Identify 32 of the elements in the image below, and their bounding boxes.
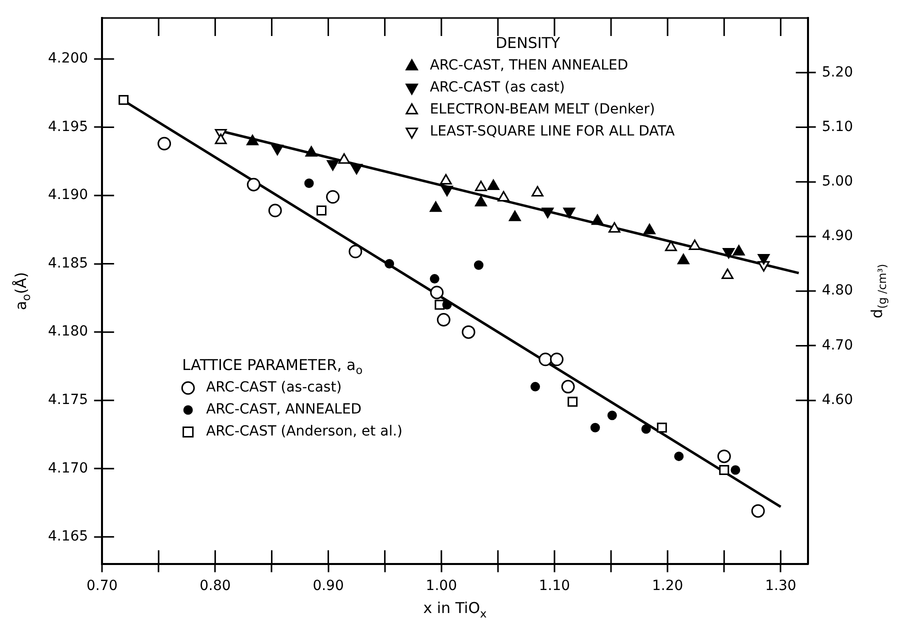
y2-tick-label: 5.10 — [822, 118, 853, 135]
y2-axis-title: d(g /cm³) — [868, 264, 890, 318]
y-tick-label: 4.200 — [48, 50, 88, 67]
x-tick-label: 0.70 — [86, 578, 118, 594]
legend-label: ARC-CAST, THEN ANNEALED — [430, 58, 628, 74]
legend-label: ARC-CAST (Anderson, et al.) — [206, 424, 402, 440]
legend-label: ARC-CAST, ANNEALED — [206, 402, 362, 418]
y2-tick-label: 4.70 — [822, 337, 853, 354]
y-axis-title: ao(Å) — [12, 272, 34, 310]
x-tick-label: 1.10 — [538, 578, 570, 594]
y2-tick-label: 4.90 — [822, 228, 853, 244]
x-tick-label: 1.00 — [426, 578, 457, 594]
legend-label: ELECTRON-BEAM MELT (Denker) — [430, 102, 655, 118]
y-tick-label: 4.165 — [48, 528, 88, 545]
x-tick-label: 1.30 — [765, 578, 796, 594]
y-tick-label: 4.185 — [48, 255, 88, 272]
y2-tick-label: 5.00 — [822, 174, 853, 190]
text: DENSITY — [496, 34, 560, 52]
y-tick-label: 4.180 — [48, 324, 88, 340]
legend-label: ARC-CAST (as cast) — [430, 80, 565, 96]
x-tick-label: 0.80 — [200, 578, 231, 594]
y2-tick-label: 5.20 — [822, 64, 853, 80]
legend-label: LEAST-SQUARE LINE FOR ALL DATA — [430, 124, 676, 140]
y-tick-label: 4.190 — [48, 187, 88, 204]
y-tick-label: 4.170 — [48, 460, 88, 476]
y2-tick-label: 4.60 — [822, 392, 853, 408]
x-tick-label: 0.90 — [312, 578, 344, 594]
y-tick-label: 4.175 — [48, 392, 88, 408]
y2-tick-label: 4.80 — [822, 282, 853, 299]
legend-label: ARC-CAST (as-cast) — [206, 380, 342, 396]
x-tick-label: 1.20 — [652, 578, 684, 594]
y-tick-label: 4.195 — [48, 118, 88, 135]
